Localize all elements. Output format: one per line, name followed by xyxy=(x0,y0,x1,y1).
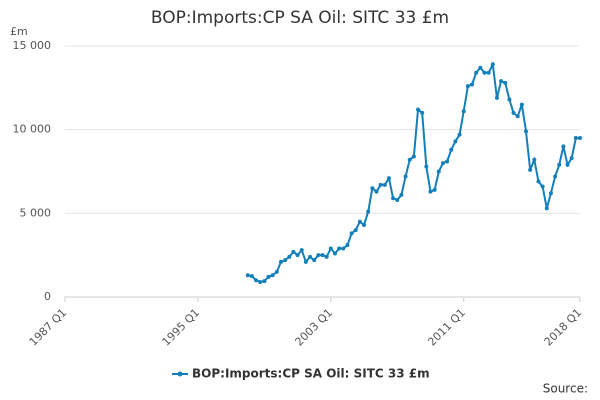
data-point xyxy=(532,157,537,162)
data-point xyxy=(553,174,558,179)
y-tick-label: 5 000 xyxy=(20,206,52,219)
data-point xyxy=(407,157,412,162)
data-point xyxy=(569,156,574,161)
data-point xyxy=(395,197,400,202)
data-point xyxy=(565,162,570,167)
data-point xyxy=(291,249,296,254)
data-point xyxy=(436,169,441,174)
data-point xyxy=(494,95,499,100)
data-point xyxy=(357,219,362,224)
data-point xyxy=(258,279,263,284)
data-point xyxy=(312,258,317,263)
data-point xyxy=(578,136,582,141)
data-point xyxy=(503,80,508,85)
y-tick-label: 10 000 xyxy=(13,123,52,136)
y-tick-label: 15 000 xyxy=(13,39,52,52)
legend-marker xyxy=(177,371,183,377)
data-point xyxy=(249,274,254,279)
data-point xyxy=(341,246,346,251)
data-point xyxy=(499,79,504,84)
data-point xyxy=(378,182,383,187)
data-point xyxy=(320,253,325,258)
x-tick-label: 2018 Q1 xyxy=(542,306,585,349)
data-point xyxy=(332,251,337,256)
data-point xyxy=(345,243,350,248)
data-point xyxy=(561,144,566,149)
data-point xyxy=(295,253,300,258)
data-point xyxy=(316,253,321,258)
data-point xyxy=(411,154,416,159)
data-point xyxy=(349,231,354,236)
data-point xyxy=(449,147,454,152)
data-point xyxy=(511,110,516,115)
data-point xyxy=(490,62,495,67)
data-point xyxy=(266,274,271,279)
data-point xyxy=(382,182,387,187)
data-point xyxy=(391,196,396,201)
x-tick-label: 1987 Q1 xyxy=(27,306,70,349)
data-point xyxy=(403,174,408,179)
data-point xyxy=(254,278,259,283)
source: Source: xyxy=(543,382,588,396)
data-point xyxy=(370,186,375,191)
x-tick-label: 1995 Q1 xyxy=(160,306,203,349)
y-unit: £m xyxy=(10,25,28,38)
data-point xyxy=(515,114,520,119)
data-point xyxy=(366,209,371,214)
data-line xyxy=(247,60,580,283)
data-point xyxy=(536,179,541,184)
data-point xyxy=(262,279,267,284)
x-tick-label: 2011 Q1 xyxy=(425,306,468,349)
data-point xyxy=(324,254,329,259)
data-point xyxy=(453,139,458,144)
data-point xyxy=(470,82,475,87)
data-point xyxy=(424,164,429,169)
data-point xyxy=(287,254,292,259)
data-point xyxy=(557,162,562,167)
data-point xyxy=(362,223,367,228)
y-tick-label: 0 xyxy=(44,290,51,303)
data-point xyxy=(416,107,421,112)
data-point xyxy=(524,129,529,134)
data-point xyxy=(507,97,512,102)
data-point xyxy=(374,189,379,194)
data-point xyxy=(283,258,288,263)
data-point xyxy=(440,161,445,166)
data-point xyxy=(399,192,404,197)
data-point xyxy=(465,84,470,89)
data-point xyxy=(482,70,487,75)
data-point xyxy=(544,206,549,211)
data-point xyxy=(328,246,333,251)
data-point xyxy=(274,269,279,274)
data-point xyxy=(474,70,479,75)
data-point xyxy=(278,259,283,264)
data-point xyxy=(337,246,342,251)
data-point xyxy=(353,228,358,233)
data-point xyxy=(445,159,450,164)
data-point xyxy=(540,184,545,189)
data-point xyxy=(548,191,553,196)
data-point xyxy=(519,102,524,107)
x-tick-label: 2003 Q1 xyxy=(293,306,336,349)
data-point xyxy=(270,273,275,278)
data-point xyxy=(420,110,425,115)
data-point xyxy=(461,109,466,114)
data-point xyxy=(308,254,313,259)
data-point xyxy=(303,259,308,264)
data-point xyxy=(432,187,437,192)
chart-title: BOP:Imports:CP SA Oil: SITC 33 £m xyxy=(151,8,449,28)
data-point xyxy=(386,176,391,181)
data-point xyxy=(245,273,250,278)
data-point xyxy=(573,136,578,141)
data-point xyxy=(528,167,533,172)
data-point xyxy=(299,248,304,253)
data-point xyxy=(486,70,491,75)
data-point xyxy=(457,132,462,137)
data-point xyxy=(478,65,483,70)
data-point xyxy=(428,189,433,194)
legend-label: BOP:Imports:CP SA Oil: SITC 33 £m xyxy=(192,367,430,381)
